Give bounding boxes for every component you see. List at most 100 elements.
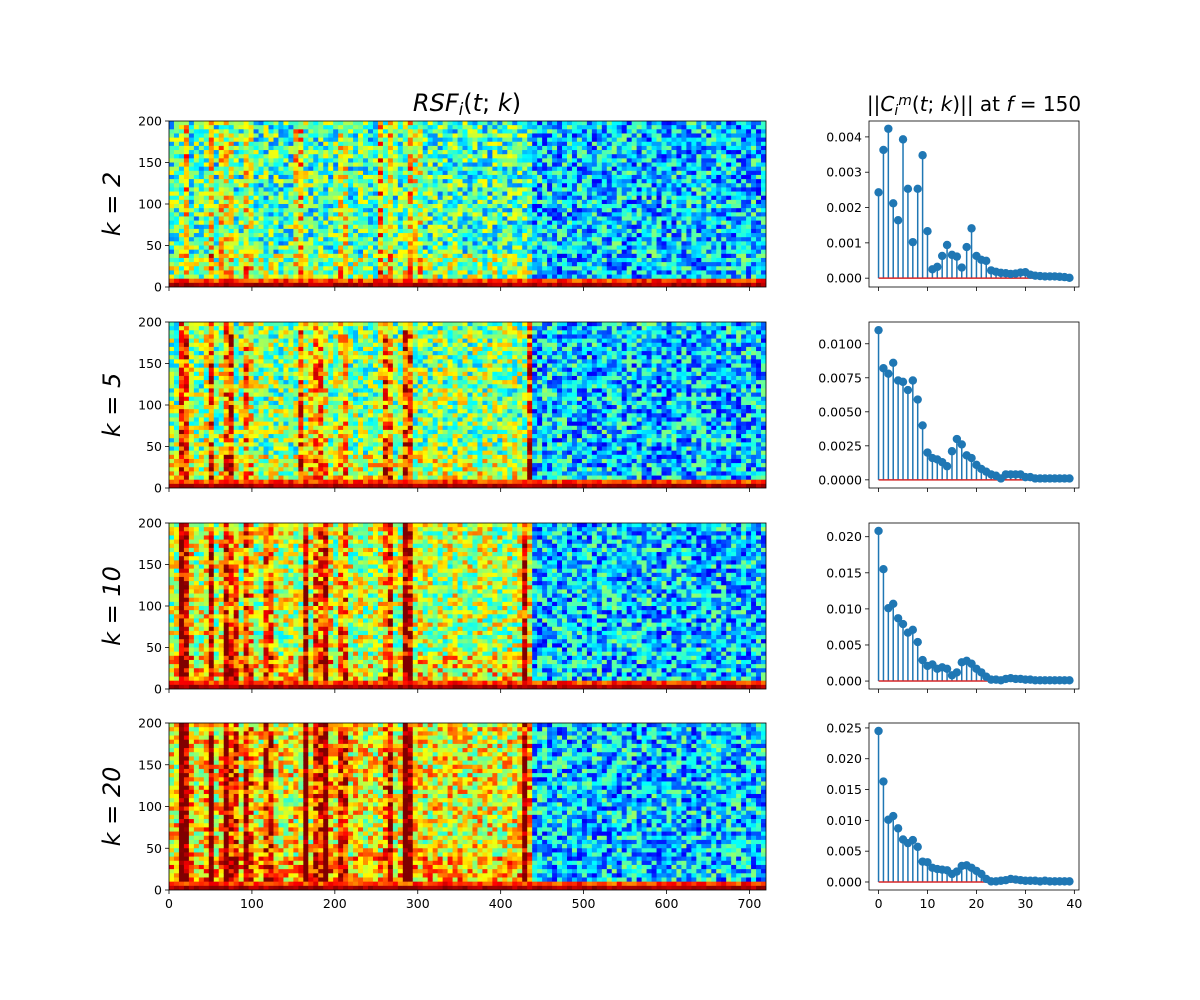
stem-marker [908,237,918,247]
heatmap-y-tick-label: 0 [154,883,162,898]
stem-marker [1065,877,1074,886]
stem-marker [884,124,893,133]
stem-marker [884,369,893,378]
stem-marker [937,251,947,261]
stem-marker [913,395,922,404]
stem-marker [952,668,962,677]
heatmap-panel: 0 50 100 150 200 k = 2 [98,114,767,295]
heatmap-x-tick-label: 0 [165,896,173,911]
heatmap-y-tick-label: 200 [138,114,162,129]
stem-marker [923,226,932,236]
heatmap-y-tick-label: 150 [138,757,162,772]
stem-marker [913,842,922,852]
stem-column-title: ||Cim(t; k)|| at f = 150 [867,92,1081,119]
heatmap-x-tick-label: 300 [406,896,430,911]
heatmap-panel: 0 50 100 150 200 k = 10 [98,516,767,697]
heatmap-y-tick-label: 100 [138,398,162,413]
stem-marker [962,242,971,252]
heatmap-x-tick-label: 700 [737,896,761,911]
heatmap-y-tick-label: 200 [138,516,162,531]
stem-x-tick-label: 0 [875,896,883,911]
heatmap-cells [169,322,766,488]
stem-marker [879,564,888,574]
stem-marker [889,358,898,368]
stem-marker [893,216,903,225]
heatmap-y-tick-label: 150 [138,557,162,572]
stem-marker [889,599,898,609]
stem-panel: 0.000 0.005 0.010 0.015 0.020 0.025 0 10 20 30 40 [826,720,1082,911]
stem-marker [967,453,976,463]
stem-marker [913,637,922,647]
heatmap-x-tick-label: 500 [572,896,596,911]
stem-y-tick-label: 0.020 [826,751,862,766]
heatmap-cells [169,121,766,287]
stem-marker [1065,273,1074,283]
stem-y-tick-label: 0.000 [826,271,862,286]
stem-marker [874,188,883,197]
stem-marker [903,385,913,395]
heatmap-y-tick-label: 50 [146,439,162,454]
heatmap-y-tick-label: 200 [138,716,162,731]
stem-marker [913,184,922,194]
stem-marker [933,262,942,272]
stem-y-tick-label: 0.002 [826,200,862,215]
heatmap-y-tick-label: 200 [138,315,162,330]
stem-x-tick-label: 10 [920,896,936,911]
heatmap-y-tick-label: 0 [154,280,162,295]
stem-y-tick-label: 0.015 [826,565,862,580]
row-label: k = 10 [98,566,126,646]
stem-marker [923,858,932,867]
stem-marker [874,726,883,736]
heatmap-y-tick-label: 150 [138,155,162,170]
stem-marker [952,867,962,876]
row-label: k = 5 [98,373,126,438]
stem-marker [874,526,883,536]
stem-marker [898,135,908,144]
stem-y-tick-label: 0.010 [826,813,862,828]
stem-frame [868,120,1080,288]
stem-marker [903,184,913,194]
stem-y-tick-label: 0.005 [826,637,862,652]
heatmap-cells [169,523,766,689]
stem-marker [889,811,898,821]
stem-panel: 0.000 0.001 0.002 0.003 0.004 [826,120,1080,291]
stem-marker [879,145,888,155]
stem-marker [957,440,966,449]
stem-panel: 0.0000 0.0025 0.0050 0.0075 0.0100 [818,321,1080,492]
stem-marker [898,619,908,629]
stem-y-tick-label: 0.000 [826,674,862,689]
stem-frame [868,722,1080,891]
stem-x-tick-label: 30 [1017,896,1033,911]
stem-y-tick-label: 0.010 [826,601,862,616]
stem-y-tick-label: 0.000 [826,874,862,889]
stem-x-tick-label: 40 [1066,896,1082,911]
stem-y-tick-label: 0.0050 [818,404,862,419]
heatmap-y-tick-label: 100 [138,197,162,212]
stem-marker [967,224,976,233]
stem-marker [893,824,903,833]
stem-marker [1065,676,1074,685]
heatmap-y-tick-label: 100 [138,799,162,814]
stem-marker [1065,474,1074,483]
stem-marker [923,448,932,457]
row-label: k = 20 [98,767,126,847]
heatmap-x-tick-label: 200 [323,896,347,911]
stem-marker [952,252,962,261]
stem-marker [957,263,966,272]
stem-frame [868,522,1080,690]
stem-y-tick-label: 0.020 [826,529,862,544]
stem-y-tick-label: 0.0000 [818,472,862,487]
heatmap-y-tick-label: 100 [138,599,162,614]
heatmap-x-tick-label: 100 [240,896,264,911]
stem-y-tick-label: 0.003 [826,165,862,180]
stem-marker [942,664,952,673]
heatmap-panel: 0 50 100 150 200 0 100 200 300 400 500 600 700 k = 20 [98,716,767,911]
stem-y-tick-label: 0.0100 [818,336,862,351]
stem-marker [947,447,957,456]
stem-y-tick-label: 0.015 [826,782,862,797]
stem-marker [879,777,888,786]
heatmap-panel: 0 50 100 150 200 k = 5 [98,315,767,496]
heatmap-y-tick-label: 0 [154,682,162,697]
heatmap-y-tick-label: 50 [146,238,162,253]
